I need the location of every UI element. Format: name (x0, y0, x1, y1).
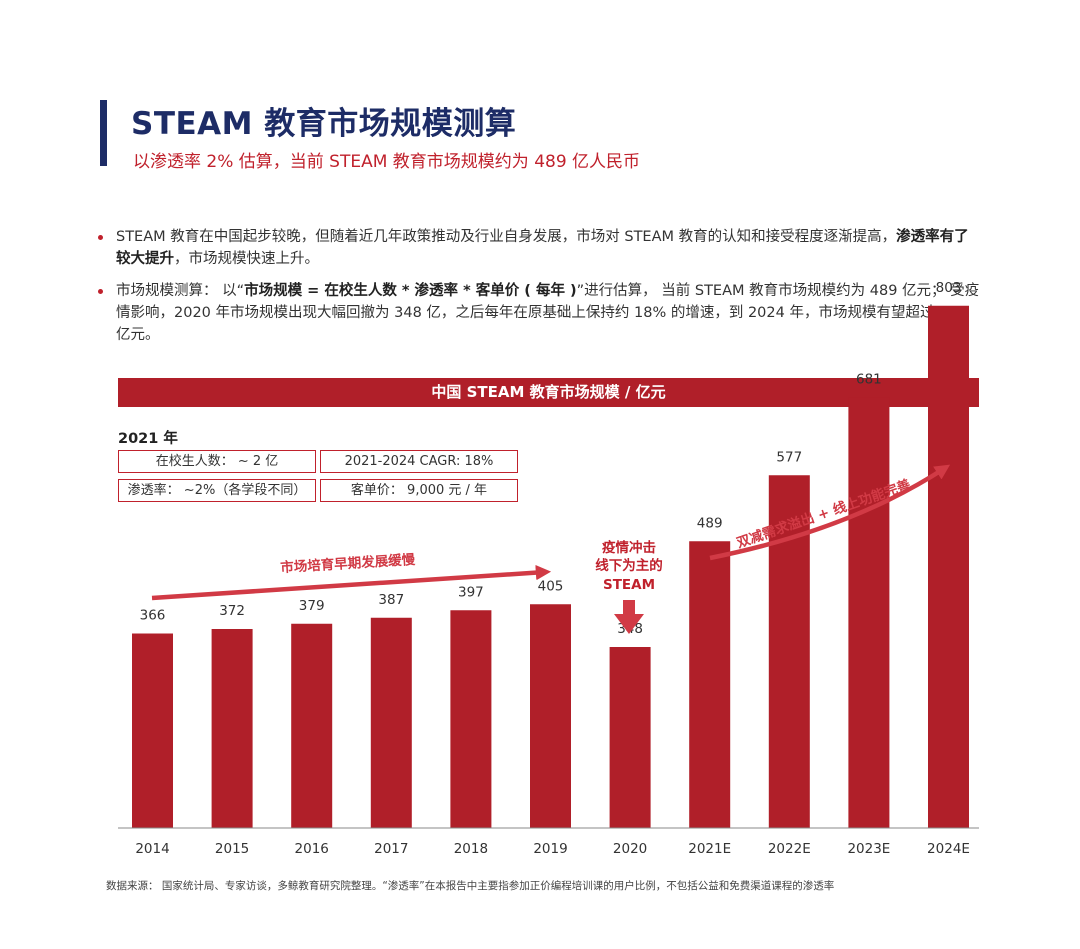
bar-2024E (928, 305, 969, 828)
bullet-dot (98, 235, 103, 240)
x-tick-label-2021E: 2021E (688, 841, 731, 857)
growth-trend-arrow (709, 464, 951, 561)
x-tick-label-2014: 2014 (135, 841, 169, 857)
unit-price-info-box: 客单价： 9,000 元 / 年 (320, 479, 518, 502)
data-label-2022E: 577 (776, 449, 802, 465)
data-source-note: 数据来源： 国家统计局、专家访谈，多鲸教育研究院整理。“渗透率”在本报告中主要指… (106, 880, 835, 892)
x-tick-label-2019: 2019 (533, 841, 567, 857)
bar-2019 (530, 604, 571, 828)
x-tick-label-2018: 2018 (454, 841, 488, 857)
page-title: STEAM 教育市场规模测算 (131, 106, 517, 142)
x-tick-label-2016: 2016 (295, 841, 329, 857)
data-label-2017: 387 (378, 592, 404, 608)
bullet-item: 市场规模测算： 以“市场规模 = 在校生人数 * 渗透率 * 客单价 ( 每年 … (98, 280, 983, 346)
data-label-2016: 379 (299, 598, 325, 614)
covid-label-line1: 疫情冲击 (602, 539, 656, 556)
bar-2015 (211, 629, 253, 828)
x-tick-label-2024E: 2024E (927, 841, 970, 857)
down-arrow-icon (614, 600, 644, 634)
students-info-box: 在校生人数： ~ 2 亿 (118, 450, 316, 473)
data-label-2015: 372 (219, 603, 245, 619)
penetration-info-box: 渗透率： ~2%（各学段不同） (118, 479, 316, 502)
data-label-2018: 397 (458, 584, 484, 600)
page-subtitle: 以渗透率 2% 估算，当前 STEAM 教育市场规模约为 489 亿人民币 (133, 152, 641, 172)
bullet-text: ”进行估算， 当前 STEAM 教育市场规模约为 489 亿元； 受疫情影响，2… (116, 283, 980, 343)
bullet-text: STEAM 教育在中国起步较晚，但随着近几年政策推动及行业自身发展，市场对 ST… (116, 229, 897, 245)
bullet-item: STEAM 教育在中国起步较晚，但随着近几年政策推动及行业自身发展，市场对 ST… (98, 226, 983, 270)
year-label: 2021 年 (118, 431, 178, 447)
data-label-2023E: 681 (856, 371, 882, 387)
bar-2021E (689, 541, 731, 828)
early-trend-arrow (151, 564, 552, 601)
x-tick-label-2022E: 2022E (768, 841, 811, 857)
bullet-emphasis: 市场规模 = 在校生人数 * 渗透率 * 客单价 ( 每年 ) (244, 283, 577, 299)
x-tick-label-2017: 2017 (374, 841, 408, 857)
bar-2018 (450, 610, 492, 828)
x-tick-label-2023E: 2023E (847, 841, 890, 857)
bar-2014 (132, 633, 173, 828)
covid-label-line2: 线下为主的 (595, 557, 663, 574)
data-label-2019: 405 (538, 578, 564, 594)
data-label-2014: 366 (140, 608, 166, 624)
data-label-2024E: 803 (936, 280, 962, 296)
early-trend-label: 市场培育早期发展缓慢 (280, 551, 416, 576)
covid-label-line3: STEAM (603, 577, 655, 593)
cagr-info-box: 2021-2024 CAGR: 18% (320, 450, 518, 473)
bar-2016 (291, 623, 333, 828)
x-tick-label-2020: 2020 (613, 841, 647, 857)
data-label-2021E: 489 (697, 515, 723, 531)
x-tick-label-2015: 2015 (215, 841, 249, 857)
bar-2023E (848, 397, 890, 828)
title-accent-bar (100, 100, 107, 166)
bullet-dot (98, 289, 103, 294)
bullet-list: STEAM 教育在中国起步较晚，但随着近几年政策推动及行业自身发展，市场对 ST… (98, 226, 983, 356)
bar-2017 (370, 617, 412, 828)
bar-2020 (609, 647, 651, 828)
bullet-text: 市场规模测算： 以“ (116, 283, 245, 299)
bullet-text: ，市场规模快速上升。 (174, 251, 319, 267)
bullet-emphasis: 渗透率有了较大提升 (116, 229, 969, 267)
chart-title: 中国 STEAM 教育市场规模 / 亿元 (118, 378, 979, 407)
